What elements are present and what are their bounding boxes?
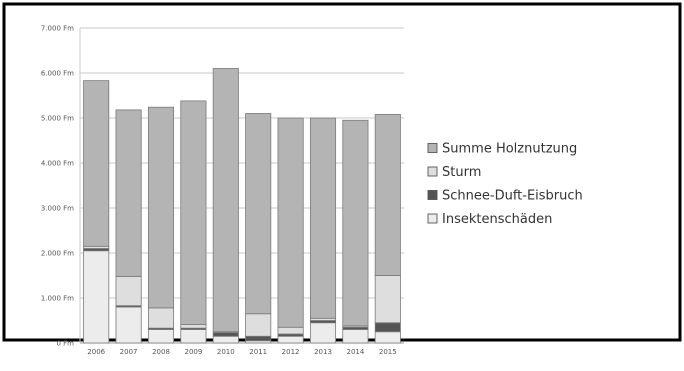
bars <box>83 68 401 344</box>
bar-segment <box>115 275 142 307</box>
x-tick-label: 2006 <box>87 348 105 356</box>
bar-segment <box>180 324 207 329</box>
y-tick-label: 1.000 Fm <box>41 295 74 303</box>
legend-label: Schnee-Duft-Eisbruch <box>442 189 583 204</box>
bar-segment <box>277 117 304 328</box>
bar-segment <box>309 117 337 319</box>
bar-segment <box>309 322 337 344</box>
bar-segment <box>342 329 369 344</box>
bar-segment <box>83 80 110 247</box>
bar-segment <box>245 313 272 337</box>
x-axis: 2006 2007 2008 2009 2010 2011 2012 2013 2014 2015 <box>87 348 396 356</box>
y-tick-label: 5.000 Fm <box>41 115 74 123</box>
bar-segment <box>374 114 401 276</box>
y-tick-label: 3.000 Fm <box>41 205 74 213</box>
bar-segment <box>245 113 272 315</box>
x-tick-label: 2015 <box>379 348 397 356</box>
y-tick-label: 0 Fm <box>56 340 74 348</box>
x-tick-label: 2011 <box>249 348 267 356</box>
bar-segment <box>147 307 175 329</box>
x-tick-label: 2009 <box>184 348 202 356</box>
y-tick-label: 7.000 Fm <box>41 25 74 33</box>
bar-segment <box>245 335 272 342</box>
x-tick-label: 2014 <box>346 348 364 356</box>
legend-swatch <box>427 190 438 200</box>
legend-swatch <box>427 143 438 153</box>
bar-segment <box>212 332 239 337</box>
bar-segment <box>180 329 207 344</box>
legend: Summe Holznutzung Sturm Schnee-Duft-Eisbru… <box>427 142 583 227</box>
x-tick-label: 2012 <box>282 348 300 356</box>
x-tick-label: 2007 <box>120 348 138 356</box>
bar-segment <box>374 331 401 344</box>
bar-segment <box>277 326 304 335</box>
x-tick-label: 2010 <box>217 348 235 356</box>
y-axis: 0 Fm 1.000 Fm 2.000 Fm 3.000 Fm 4.000 Fm 5.00… <box>41 25 404 348</box>
bar-segment <box>342 119 369 327</box>
y-tick-label: 4.000 Fm <box>41 160 74 168</box>
bar-segment <box>180 100 207 325</box>
bar-segment <box>212 68 239 333</box>
bar-segment <box>212 335 239 344</box>
legend-label: Insektenschäden <box>442 212 552 227</box>
x-tick-label: 2008 <box>152 348 170 356</box>
x-tick-label: 2013 <box>314 348 332 356</box>
bar-segment <box>147 329 175 344</box>
legend-swatch <box>427 166 438 177</box>
bar-segment <box>83 250 110 344</box>
bar-segment <box>374 322 401 333</box>
legend-label: Summe Holznutzung <box>442 142 577 157</box>
bar-segment <box>115 306 142 344</box>
bar-segment <box>115 109 142 277</box>
bar-segment <box>374 275 401 324</box>
y-tick-label: 6.000 Fm <box>41 70 74 78</box>
bar-segment <box>277 335 304 344</box>
legend-label: Sturm <box>442 165 481 180</box>
legend-swatch <box>427 213 438 224</box>
y-tick-label: 2.000 Fm <box>41 250 74 258</box>
bar-segment <box>147 106 175 309</box>
